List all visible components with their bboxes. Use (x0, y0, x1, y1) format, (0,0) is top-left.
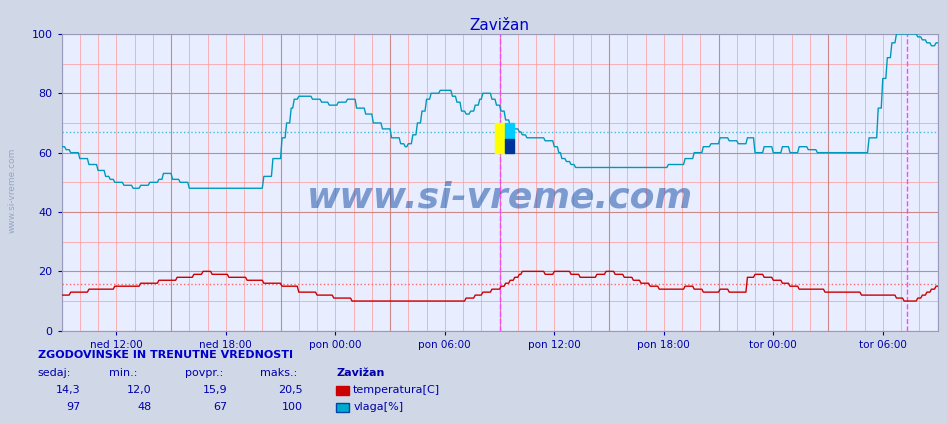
Text: min.:: min.: (109, 368, 137, 378)
Text: 67: 67 (213, 402, 227, 412)
Text: maks.:: maks.: (260, 368, 297, 378)
Text: 97: 97 (66, 402, 80, 412)
Text: 100: 100 (282, 402, 303, 412)
Text: www.si-vreme.com: www.si-vreme.com (307, 180, 692, 214)
Text: ZGODOVINSKE IN TRENUTNE VREDNOSTI: ZGODOVINSKE IN TRENUTNE VREDNOSTI (38, 350, 293, 360)
Bar (505, 139, 514, 153)
Text: 12,0: 12,0 (127, 385, 152, 395)
Text: sedaj:: sedaj: (38, 368, 71, 378)
Text: povpr.:: povpr.: (185, 368, 223, 378)
Text: temperatura[C]: temperatura[C] (353, 385, 440, 395)
Text: 48: 48 (137, 402, 152, 412)
Title: Zavižan: Zavižan (470, 18, 529, 33)
Bar (495, 123, 505, 153)
Text: 15,9: 15,9 (203, 385, 227, 395)
Text: www.si-vreme.com: www.si-vreme.com (8, 148, 17, 234)
Text: vlaga[%]: vlaga[%] (353, 402, 403, 412)
Bar (505, 123, 514, 139)
Text: Zavižan: Zavižan (336, 368, 384, 378)
Text: 20,5: 20,5 (278, 385, 303, 395)
Text: 14,3: 14,3 (56, 385, 80, 395)
